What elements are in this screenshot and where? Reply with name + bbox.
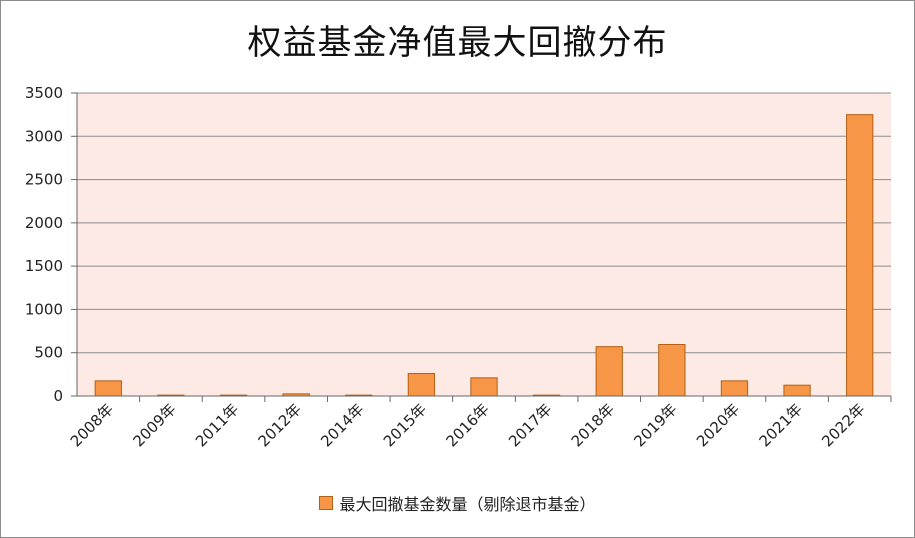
x-tick-label: 2014年 <box>317 400 367 450</box>
bar <box>470 377 498 397</box>
bar <box>407 372 436 397</box>
legend-label: 最大回撤基金数量（剔除退市基金） <box>339 495 596 514</box>
y-tick-label: 0 <box>53 387 63 405</box>
x-tick-label: 2016年 <box>442 400 492 450</box>
y-tick-label: 3000 <box>25 127 63 145</box>
y-tick-label: 2000 <box>25 214 63 232</box>
x-tick-label: 2012年 <box>255 400 305 450</box>
legend-swatch <box>319 496 334 510</box>
x-tick-label: 2008年 <box>67 400 117 450</box>
bar <box>595 346 623 397</box>
x-tick-label: 2017年 <box>505 400 555 450</box>
chart-title: 权益基金净值最大回撤分布 <box>247 23 668 63</box>
x-tick-label: 2015年 <box>380 400 430 450</box>
x-tick-label: 2019年 <box>630 400 680 450</box>
bar <box>720 380 749 397</box>
y-tick-label: 3500 <box>25 84 63 102</box>
bar <box>658 343 686 397</box>
bars <box>94 114 874 397</box>
x-tick-label: 2020年 <box>693 400 743 450</box>
y-tick-label: 2500 <box>25 171 63 189</box>
x-tick-label: 2022年 <box>818 400 868 450</box>
plot-area <box>77 93 891 396</box>
x-tick-label: 2021年 <box>756 400 806 450</box>
x-tick-label: 2009年 <box>129 400 179 450</box>
x-tick-label: 2018年 <box>568 400 618 450</box>
bar <box>94 380 122 397</box>
x-tick-label: 2011年 <box>192 400 242 450</box>
y-tick-label: 500 <box>34 344 63 362</box>
bar <box>846 114 874 397</box>
y-tick-label: 1500 <box>25 257 63 275</box>
legend: 最大回撤基金数量（剔除退市基金） <box>1 491 914 515</box>
bar <box>783 384 811 397</box>
y-tick-label: 1000 <box>25 300 63 318</box>
